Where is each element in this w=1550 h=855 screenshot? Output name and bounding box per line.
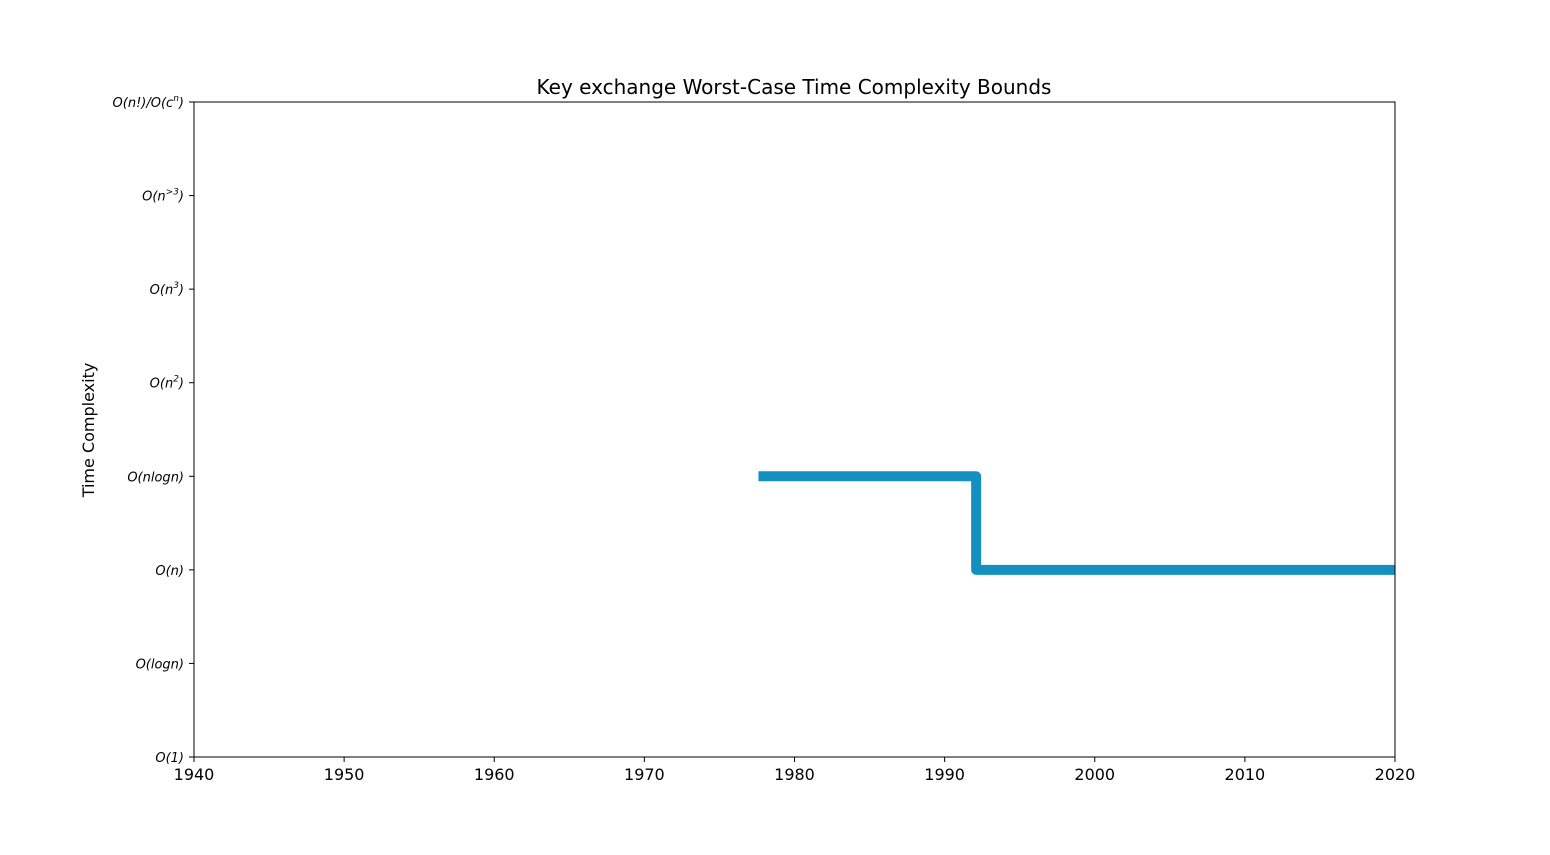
x-tick-label: 1940 [174,765,215,784]
y-tick-label-main: O(n [142,190,166,205]
y-tick-label: O(logn) [136,657,184,672]
x-tick-label: 1960 [474,765,515,784]
x-tick-label: 2000 [1074,765,1115,784]
y-tick-label-superscript: >3 [166,188,180,198]
y-tick-label: O(n) [155,564,184,579]
x-tick-label: 1980 [774,765,815,784]
series-layer [758,471,1395,575]
y-tick-label-tail: ) [178,283,184,298]
y-tick-label-main: O(logn) [136,657,184,672]
x-tick-label: 1990 [924,765,965,784]
y-tick-label-tail: ) [178,190,184,205]
y-tick-label: O(n!)/O(cn) [113,94,184,111]
y-axis-label: Time Complexity [79,363,98,499]
x-tick-label: 2010 [1225,765,1266,784]
y-tick-label: O(n3) [150,281,184,298]
y-tick-label-superscript: n [173,94,179,104]
y-tick-label-main: O(n [150,377,174,392]
x-tick-label: 1970 [624,765,665,784]
x-tick-label: 2020 [1375,765,1416,784]
y-tick-label-tail: ) [178,96,184,111]
y-tick-label-main: O(nlogn) [127,470,184,485]
y-tick-label: O(n>3) [142,188,184,205]
y-axis: O(1)O(logn)O(n)O(nlogn)O(n2)O(n3)O(n>3)O… [113,94,194,766]
y-tick-label-tail: ) [178,377,184,392]
y-tick-label: O(nlogn) [127,470,184,485]
y-tick-label-main: O(1) [155,751,184,766]
series-line-0 [758,471,1395,575]
y-tick-label-superscript: 2 [173,375,179,385]
x-axis: 1940 1950 1960 1970 1980 1990 2000 2010 2020 [174,757,1416,784]
y-tick-label-superscript: 3 [173,281,179,291]
y-tick-label-main: O(n!)/O(c [113,96,174,111]
y-tick-label: O(n2) [150,375,184,392]
y-tick-label-main: O(n [150,283,174,298]
chart-title: Key exchange Worst-Case Time Complexity … [537,75,1052,99]
x-tick-label: 1950 [324,765,365,784]
y-tick-label-main: O(n) [155,564,184,579]
y-tick-label: O(1) [155,751,184,766]
